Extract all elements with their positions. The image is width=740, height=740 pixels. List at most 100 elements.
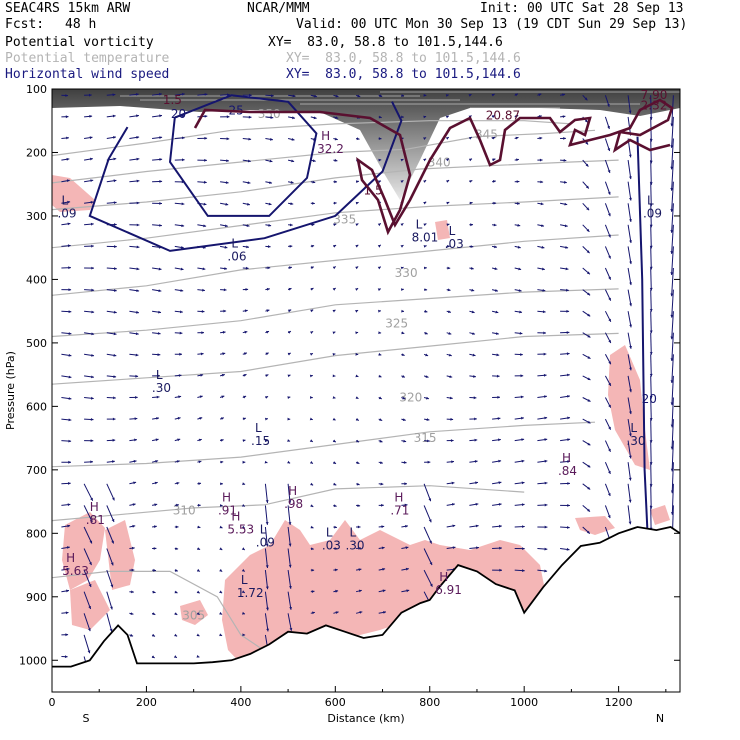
wind-vector-head (401, 331, 405, 335)
wind-vector-head (452, 546, 456, 549)
wind-vector-head (405, 524, 408, 528)
wind-vector-head (565, 246, 569, 249)
wind-vector-head (541, 224, 544, 227)
wind-vector-head (244, 309, 248, 313)
wind-vector-head (378, 309, 381, 313)
theta-contour-310 (52, 485, 525, 522)
wind-vector-head (247, 202, 250, 206)
wind-vector-head (495, 310, 499, 314)
wind-vector-head (629, 282, 632, 286)
wind-vector-head (355, 352, 359, 356)
wind-vector-head (491, 94, 495, 97)
wind-vector (627, 419, 632, 437)
y-tick-label: 300 (26, 210, 47, 223)
wind-vector-head (514, 93, 518, 97)
wind-vector-head (88, 584, 92, 587)
wind-vector-head (607, 148, 611, 151)
wind-vector-head (670, 209, 674, 212)
wind-vector-head (521, 481, 525, 485)
wind-vector-head (475, 502, 479, 506)
wind-vector-head (608, 213, 611, 217)
wind-vector-head (543, 331, 546, 335)
wind-vector-head (68, 482, 71, 485)
wind-vector (671, 332, 674, 362)
pv-extremum-type: L (61, 194, 68, 208)
wind-vector-head (289, 607, 292, 610)
wind-vector-head (423, 93, 427, 97)
valid-time: Valid: 00 UTC Mon 30 Sep 13 (19 CDT Sun … (296, 17, 688, 32)
wind-vector-head (334, 137, 338, 141)
wind-vector-head (567, 373, 570, 377)
wind-vector-head (492, 136, 496, 140)
wind-vector-head (562, 93, 565, 97)
wind-vector-head (66, 157, 70, 161)
wind-vector-head (538, 93, 542, 97)
wind-vector-head (629, 240, 632, 243)
pv-extremum-value: .30 (626, 434, 645, 448)
wind-vector-head (291, 138, 295, 141)
wind-vector-head (67, 200, 71, 204)
wind-vector-head (312, 201, 315, 205)
wind-vector-head (174, 590, 178, 594)
wind-vector-head (158, 289, 162, 293)
wind-vector-head (543, 373, 547, 377)
wind-vector-head (401, 115, 404, 119)
theta-contour-label: 305 (182, 609, 205, 623)
wind-vector (423, 505, 432, 523)
wind-vector-head (268, 223, 272, 227)
wind-vector-head (544, 569, 548, 573)
wind-vector-head (401, 309, 404, 313)
wind-vector-head (196, 612, 200, 615)
y-axis-label: Pressure (hPa) (4, 351, 17, 430)
wind-vector-head (265, 352, 269, 356)
wind-vector-head (197, 525, 201, 529)
field-xy-wind: XY= 83.0, 58.8 to 101.5,144.6 (286, 67, 521, 82)
wind-vector-head (265, 417, 268, 421)
wind-vector-head (310, 331, 314, 334)
wind-vector-head (219, 590, 223, 594)
wind-vector-head (248, 115, 252, 119)
wind-vector-head (544, 395, 547, 398)
wind-vector-head (270, 137, 273, 141)
wind-vector-head (156, 417, 159, 420)
wind-vector-head (473, 375, 476, 378)
pv-extremum-type: L (449, 224, 456, 238)
pv-extremum-value: .98 (284, 497, 303, 511)
wind-vector-head (288, 522, 292, 525)
wind-vector-head (355, 418, 359, 421)
wind-vector (264, 570, 269, 590)
wind-vector-head (496, 374, 500, 378)
wind-vector-head (499, 568, 502, 572)
wind-vector-head (159, 180, 163, 183)
wind-vector (650, 354, 652, 377)
wind-vector-head (587, 292, 591, 296)
wind-vector-head (355, 244, 359, 248)
pv-extremum-type: L (647, 194, 654, 208)
wind-vector-head (112, 497, 115, 501)
wind-vector (671, 138, 674, 170)
wind-vector-head (400, 245, 404, 248)
wind-vector-head (629, 345, 632, 349)
wind-vector (671, 224, 674, 254)
theta-contour-335 (52, 196, 619, 249)
theta-contour-350 (52, 120, 572, 157)
wind-vector-head (265, 396, 269, 399)
wind-vector-head (608, 382, 611, 386)
wind-vector-head (628, 521, 632, 525)
wind-vector-head (332, 266, 336, 270)
wind-vector-head (608, 234, 611, 238)
wind-vector-head (540, 202, 544, 206)
wind-vector-head (586, 207, 590, 211)
wind-vector (671, 267, 674, 297)
wind-vector-head (243, 395, 247, 399)
wind-vector-head (155, 438, 159, 442)
field-name-wind: Horizontal wind speed (5, 67, 170, 82)
wind-vector-head (567, 504, 570, 507)
y-tick-label: 200 (26, 146, 47, 159)
wind-vector-head (174, 633, 178, 637)
wind-vector-head (517, 202, 520, 205)
wind-vector (83, 526, 93, 544)
wind-vector-head (89, 136, 93, 140)
wind-vector (627, 224, 632, 244)
wind-vector (627, 440, 632, 459)
